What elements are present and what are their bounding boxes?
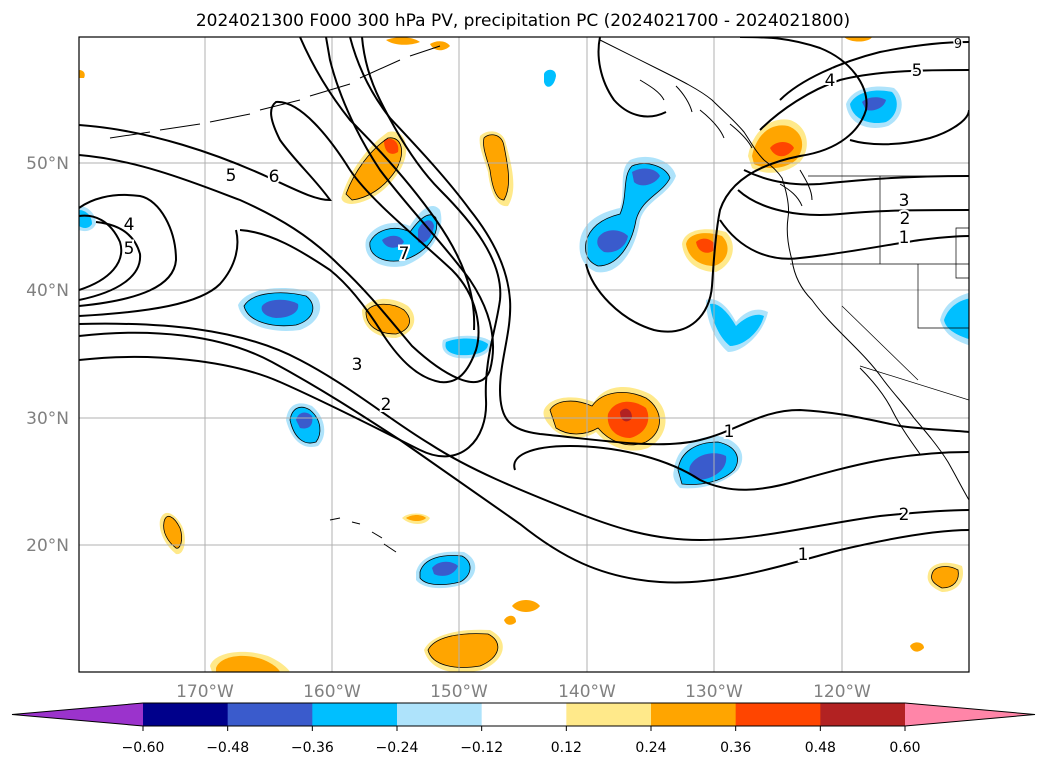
- contour-labels: 5 6 4 5 4 7 3 2 1 2 1 4 5 3 2 1 9: [122, 37, 964, 567]
- colorbar: −0.60 −0.48 −0.36 −0.24 −0.12 0.12 0.24 0.36 0.4…: [11, 702, 1036, 756]
- colorbar-segment: [397, 703, 483, 726]
- contour-label: 5: [912, 61, 923, 81]
- colorbar-tick-label: −0.12: [460, 740, 503, 756]
- positive-precip-blob: [424, 629, 503, 672]
- contour-label: 1: [798, 545, 809, 565]
- lon-label: 140°W: [558, 682, 616, 702]
- lon-label: 120°W: [813, 682, 871, 702]
- contour-label: 1: [724, 422, 735, 442]
- negative-precip-blob: [940, 292, 969, 346]
- map-frame: [78, 36, 970, 673]
- colorbar-tick-label: 0.60: [889, 740, 920, 756]
- pv-contours: [79, 37, 969, 584]
- contour-label: 6: [269, 167, 280, 187]
- lon-axis: 170°W 160°W 150°W 140°W 130°W 120°W: [176, 682, 871, 702]
- positive-precip-blob: [543, 387, 666, 451]
- positive-precip-blob: [210, 651, 290, 672]
- contour-label: 7: [399, 244, 410, 264]
- colorbar-tick-label: 0.12: [551, 740, 582, 756]
- positive-precip-blob: [504, 600, 540, 625]
- colorbar-extend-high: [905, 703, 1035, 726]
- contour-label: 4: [124, 215, 135, 235]
- coastlines: [109, 39, 969, 553]
- contour-label: 5: [226, 166, 237, 186]
- negative-precip-blob: [579, 156, 676, 273]
- contour-label: 2: [899, 505, 910, 525]
- lat-label: 50°N: [26, 154, 69, 174]
- lat-label: 30°N: [26, 409, 69, 429]
- negative-precip-blob: [846, 86, 902, 128]
- colorbar-tick-label: −0.24: [376, 740, 419, 756]
- lon-label: 160°W: [303, 682, 361, 702]
- colorbar-segment: [227, 703, 313, 726]
- lat-label: 20°N: [26, 536, 69, 556]
- colorbar-segment: [143, 703, 229, 726]
- lon-label: 130°W: [685, 682, 743, 702]
- contour-label: 3: [352, 355, 363, 375]
- map-background: [79, 37, 969, 672]
- colorbar-segment: [312, 703, 398, 726]
- contour-label: 2: [900, 209, 911, 229]
- figure-title: 2024021300 F000 300 hPa PV, precipitatio…: [196, 11, 850, 31]
- lat-axis: 50°N 40°N 30°N 20°N: [26, 154, 69, 556]
- negative-precip-blob: [706, 299, 768, 352]
- colorbar-segment: [820, 703, 906, 726]
- negative-precip-blob: [238, 288, 321, 331]
- colorbar-segment: [735, 703, 821, 726]
- state-borders: [790, 175, 969, 401]
- gridlines: [79, 37, 969, 672]
- lat-label: 40°N: [26, 281, 69, 301]
- positive-precip-blob: [79, 37, 924, 652]
- contour-label: 5: [124, 239, 135, 259]
- contour-label: 9: [954, 37, 962, 52]
- colorbar-tick-label: 0.36: [720, 740, 751, 756]
- colorbar-extend-low: [12, 703, 143, 726]
- precip-shading: [79, 37, 969, 672]
- negative-precip-blob: [544, 69, 556, 87]
- map-panel: 5 6 4 5 4 7 3 2 1 2 1 4 5 3 2 1 9: [78, 36, 970, 673]
- colorbar-tick-label: 0.48: [805, 740, 836, 756]
- contour-label: 1: [899, 228, 910, 248]
- lon-label: 150°W: [430, 682, 488, 702]
- lon-label: 170°W: [176, 682, 234, 702]
- colorbar-segment: [651, 703, 737, 726]
- positive-precip-blob: [748, 119, 807, 173]
- colorbar-tick-label: −0.60: [122, 740, 165, 756]
- colorbar-tick-label: −0.36: [291, 740, 334, 756]
- negative-precip-blob: [416, 551, 476, 589]
- contour-label: 2: [381, 395, 392, 415]
- colorbar-segment: [481, 703, 567, 726]
- positive-precip-blob: [402, 513, 430, 524]
- positive-precip-blob: [682, 229, 733, 272]
- contour-label: 4: [825, 71, 836, 91]
- colorbar-tick-label: −0.48: [206, 740, 249, 756]
- colorbar-segment: [566, 703, 652, 726]
- contour-label: 3: [899, 191, 910, 211]
- positive-precip-blob: [159, 512, 185, 555]
- negative-precip-blob: [79, 206, 96, 232]
- colorbar-tick-label: 0.24: [635, 740, 666, 756]
